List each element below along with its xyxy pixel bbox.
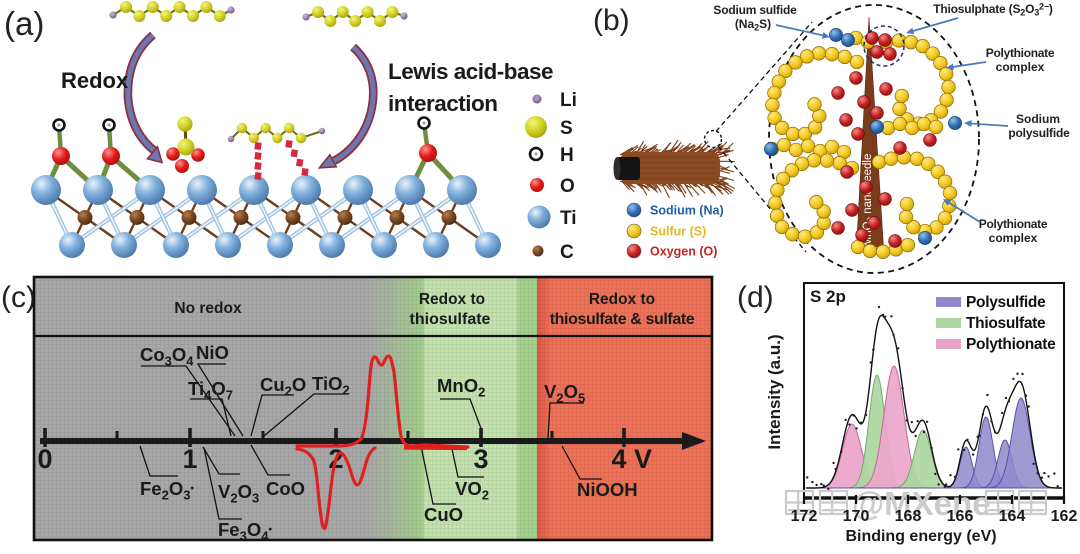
svg-text:Sodium sulfide: Sodium sulfide	[713, 3, 797, 17]
svg-text:170: 170	[843, 508, 870, 525]
svg-text:162: 162	[1051, 508, 1078, 525]
svg-text:Lewis acid-base: Lewis acid-base	[388, 59, 553, 84]
svg-text:No redox: No redox	[174, 300, 242, 317]
svg-text:polysulfide: polysulfide	[1008, 126, 1070, 140]
svg-text:172: 172	[791, 508, 818, 525]
svg-text:H: H	[560, 145, 574, 166]
svg-text:3: 3	[473, 444, 488, 474]
svg-text:Intensity (a.u.): Intensity (a.u.)	[765, 334, 784, 449]
svg-text:thiosulfate: thiosulfate	[410, 311, 491, 328]
svg-text:complex: complex	[996, 60, 1045, 74]
svg-text:V: V	[634, 444, 652, 474]
svg-text:NiO: NiO	[196, 342, 229, 363]
svg-text:Redox to: Redox to	[589, 291, 655, 308]
svg-text:Sodium (Na): Sodium (Na)	[650, 204, 724, 218]
svg-text:4: 4	[611, 444, 626, 474]
svg-text:O: O	[560, 176, 575, 197]
svg-text:(c): (c)	[1, 281, 36, 314]
svg-text:Oxygen (O): Oxygen (O)	[650, 245, 717, 259]
svg-text:MnO2: MnO2	[437, 375, 485, 400]
svg-text:164: 164	[999, 508, 1026, 525]
svg-text:CoO: CoO	[266, 478, 305, 499]
svg-text:1: 1	[182, 444, 197, 474]
svg-text:Polythionate: Polythionate	[966, 336, 1056, 353]
svg-text:Sulfur (S): Sulfur (S)	[650, 225, 706, 239]
svg-text:complex: complex	[989, 231, 1038, 245]
svg-text:Redox: Redox	[61, 68, 129, 93]
svg-text:C: C	[560, 242, 574, 263]
svg-text:Redox to: Redox to	[419, 291, 485, 308]
svg-text:0: 0	[37, 444, 52, 474]
svg-text:Ti: Ti	[560, 208, 577, 229]
svg-text:Polythionate: Polythionate	[979, 217, 1048, 231]
svg-text:Sodium: Sodium	[1016, 112, 1060, 126]
svg-text:S: S	[560, 118, 573, 139]
svg-text:168: 168	[895, 508, 922, 525]
svg-text:S 2p: S 2p	[810, 287, 846, 306]
svg-text:Polythionate: Polythionate	[986, 46, 1055, 60]
svg-text:(a): (a)	[4, 5, 44, 42]
svg-text:Binding energy (eV): Binding energy (eV)	[845, 528, 996, 545]
svg-text:Li: Li	[560, 90, 577, 111]
svg-text:(d): (d)	[737, 281, 774, 314]
svg-text:Cu2O: Cu2O	[260, 374, 306, 399]
svg-text:NiOOH: NiOOH	[577, 479, 638, 500]
svg-text:Polysulfide: Polysulfide	[966, 294, 1046, 311]
svg-text:thiosulfate & sulfate: thiosulfate & sulfate	[550, 311, 695, 328]
svg-text:(Na2S): (Na2S)	[735, 17, 771, 33]
svg-text:Thiosulfate: Thiosulfate	[966, 315, 1046, 332]
svg-text:(b): (b)	[593, 4, 630, 37]
svg-text:interaction: interaction	[388, 91, 498, 116]
svg-text:166: 166	[947, 508, 974, 525]
svg-text:CuO: CuO	[424, 504, 463, 525]
